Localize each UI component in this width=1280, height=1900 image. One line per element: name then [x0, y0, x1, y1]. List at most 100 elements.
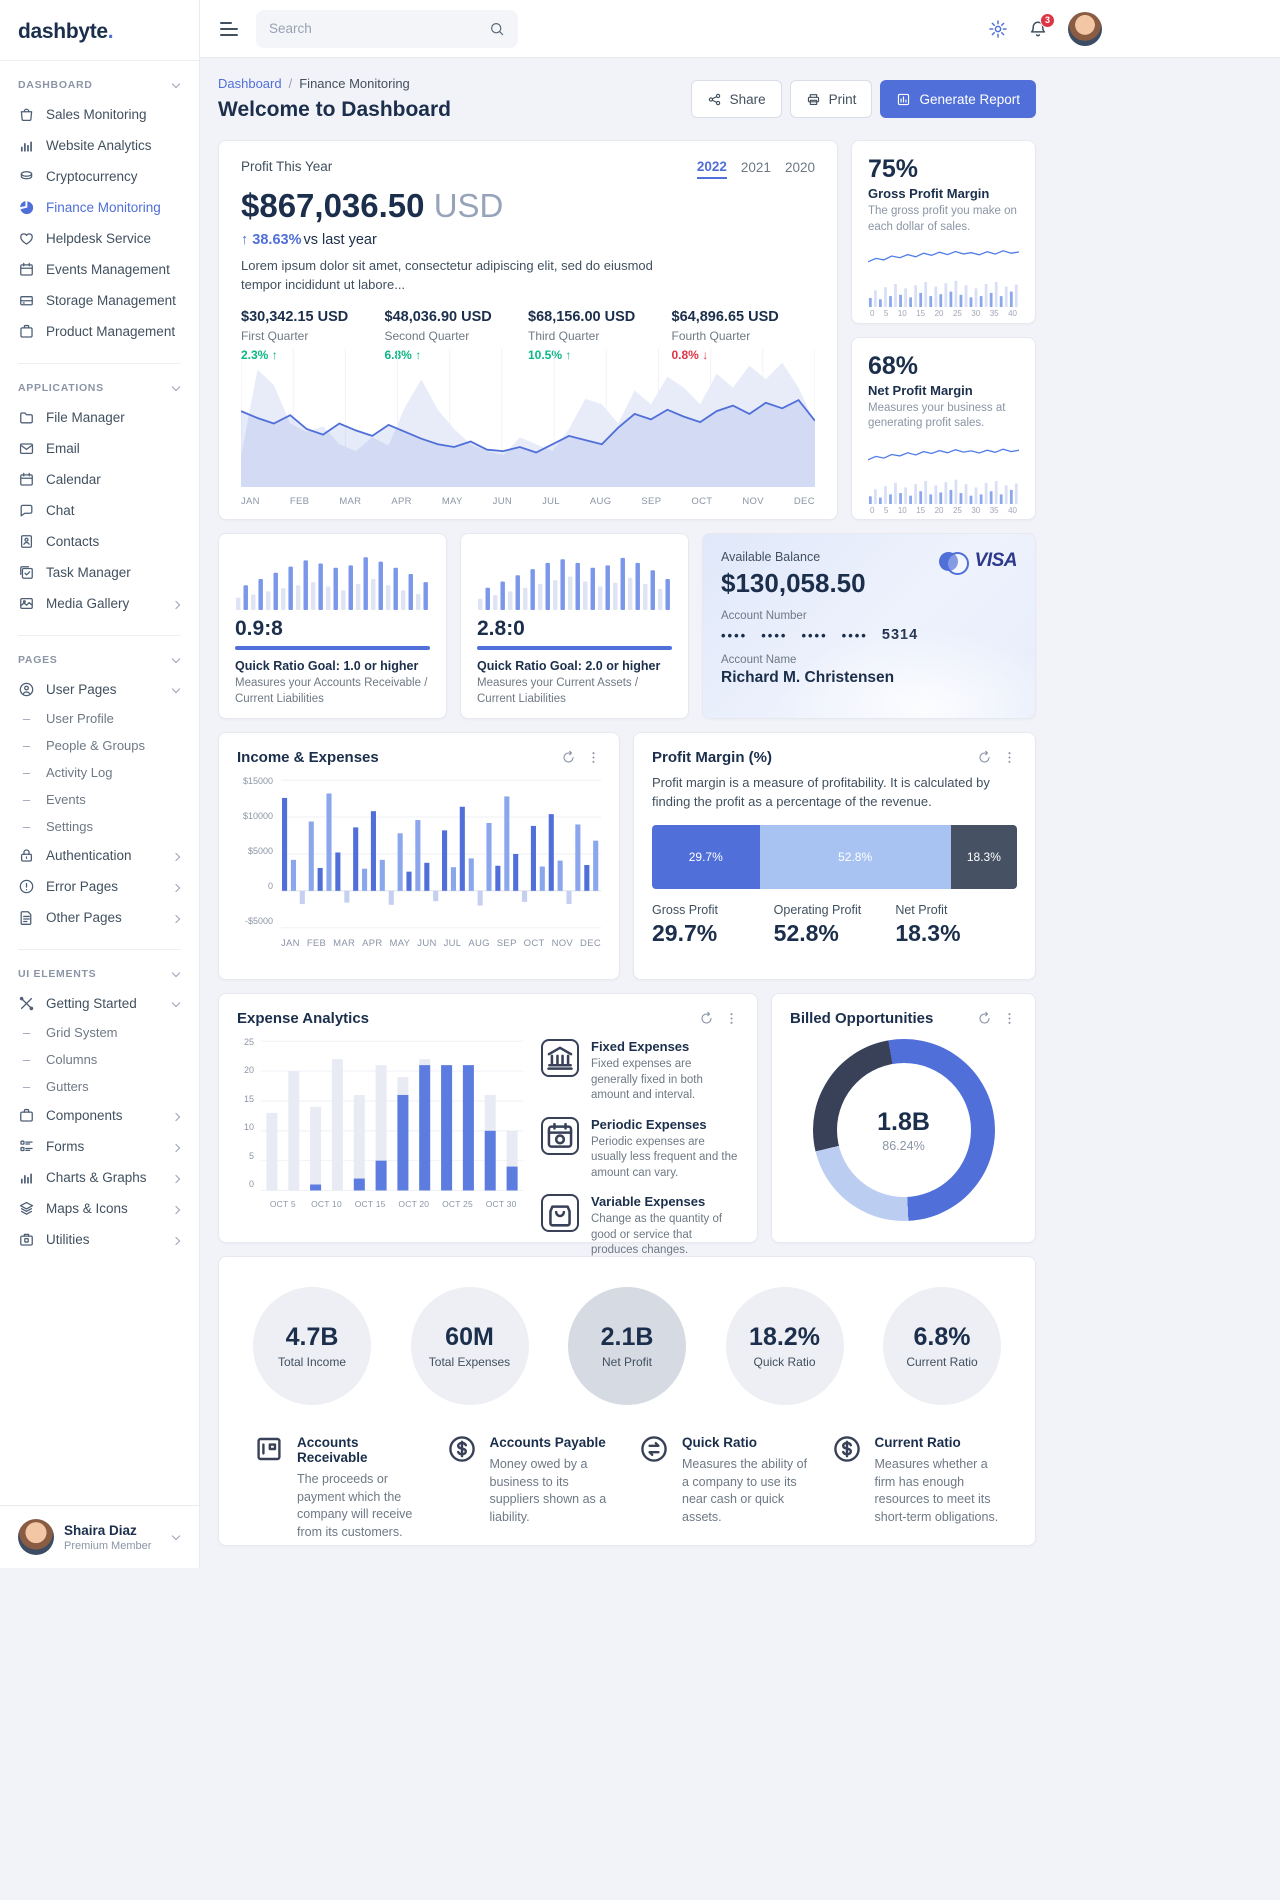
breadcrumb-link[interactable]: Dashboard: [218, 76, 282, 91]
sidebar-item[interactable]: Product Management: [18, 316, 181, 347]
chevron-icon: [171, 822, 181, 832]
print-button[interactable]: Print: [789, 80, 873, 118]
billed-opportunities-donut: 1.8B 86.24%: [812, 1039, 995, 1221]
sidebar-item-icon: [18, 199, 35, 216]
kebab-menu-icon[interactable]: [1002, 1011, 1017, 1026]
sidebar-item-icon: [18, 230, 35, 247]
sidebar-item-label: Columns: [46, 1052, 98, 1067]
search-input[interactable]: [269, 21, 481, 36]
sidebar-item[interactable]: Website Analytics: [18, 130, 181, 161]
sidebar-item[interactable]: Other Pages: [18, 902, 181, 933]
sidebar-item[interactable]: Events: [18, 786, 181, 813]
app-logo[interactable]: dashbyte.: [0, 18, 199, 61]
chevron-down-icon: [171, 383, 181, 393]
topbar-avatar[interactable]: [1068, 11, 1102, 46]
summary-stat-circle: 4.7B Total Income: [253, 1287, 371, 1405]
x-axis-labels: OCT 5 OCT 10 OCT 15 OCT 20 OCT 25 OCT 30: [269, 1199, 517, 1209]
chevron-icon: [171, 1055, 181, 1065]
sidebar-item[interactable]: Maps & Icons: [18, 1193, 181, 1224]
sidebar-item[interactable]: Forms: [18, 1131, 181, 1162]
sidebar-item[interactable]: Calendar: [18, 464, 181, 495]
metric-icon: [831, 1433, 863, 1465]
chevron-icon: [171, 1082, 181, 1092]
menu-toggle-icon[interactable]: [220, 21, 238, 36]
kebab-menu-icon[interactable]: [724, 1011, 739, 1026]
sidebar-item-label: Authentication: [46, 848, 132, 863]
refresh-icon[interactable]: [977, 1011, 992, 1026]
sidebar-item-icon: [18, 409, 35, 426]
refresh-icon[interactable]: [977, 750, 992, 765]
year-tab[interactable]: 2022: [696, 159, 727, 179]
quick-ratio-chart: [235, 548, 430, 610]
sidebar-item[interactable]: Cryptocurrency: [18, 161, 181, 192]
gross-margin-title: Gross Profit Margin: [868, 186, 990, 201]
chevron-down-icon: [171, 969, 181, 979]
sidebar-section-header[interactable]: UI ELEMENTS: [18, 968, 181, 980]
sidebar-item[interactable]: Charts & Graphs: [18, 1162, 181, 1193]
chevron-icon: [171, 913, 181, 923]
chevron-icon: [171, 882, 181, 892]
sidebar-item[interactable]: Chat: [18, 495, 181, 526]
sidebar-item[interactable]: User Profile: [18, 705, 181, 732]
sidebar-item-icon: [18, 1107, 35, 1124]
sidebar-item[interactable]: User Pages: [18, 674, 181, 705]
sidebar-item[interactable]: Email: [18, 433, 181, 464]
metric-icon: [253, 1433, 285, 1465]
sidebar-item[interactable]: Getting Started: [18, 988, 181, 1019]
gross-margin-value: 75%: [868, 155, 919, 183]
sidebar-item[interactable]: Media Gallery: [18, 588, 181, 619]
chevron-icon: [171, 685, 181, 695]
sidebar-item[interactable]: Contacts: [18, 526, 181, 557]
sidebar-item[interactable]: Events Management: [18, 254, 181, 285]
refresh-icon[interactable]: [699, 1011, 714, 1026]
chevron-down-icon[interactable]: [171, 1532, 181, 1542]
chevron-icon: [187, 296, 197, 306]
sidebar-item[interactable]: Components: [18, 1100, 181, 1131]
sidebar-section-header[interactable]: APPLICATIONS: [18, 382, 181, 394]
sidebar-item[interactable]: Utilities: [18, 1224, 181, 1255]
share-button[interactable]: Share: [690, 80, 782, 118]
search-box[interactable]: [256, 9, 518, 48]
sidebar-item[interactable]: Grid System: [18, 1019, 181, 1046]
year-tab[interactable]: 2020: [785, 159, 815, 179]
kebab-menu-icon[interactable]: [586, 750, 601, 765]
chevron-icon: [171, 234, 181, 244]
sidebar-item-icon: [18, 137, 35, 154]
sidebar-item[interactable]: Authentication: [18, 840, 181, 871]
refresh-icon[interactable]: [561, 750, 576, 765]
sidebar-item[interactable]: Gutters: [18, 1073, 181, 1100]
kebab-menu-icon[interactable]: [1002, 750, 1017, 765]
generate-report-button[interactable]: Generate Report: [880, 80, 1036, 118]
quick-ratio-goal: Quick Ratio Goal: 2.0 or higher: [477, 659, 661, 673]
sidebar-item-icon: [18, 440, 35, 457]
margin-stat: Net Profit 18.3%: [895, 902, 961, 946]
gross-margin-chart: [868, 241, 1019, 308]
account-name-label: Account Name: [721, 654, 797, 666]
sidebar-item[interactable]: Activity Log: [18, 759, 181, 786]
sidebar-section-header[interactable]: DASHBOARD: [18, 79, 181, 91]
notifications-icon[interactable]: 3: [1028, 12, 1055, 39]
sidebar-item[interactable]: Helpdesk Service: [18, 223, 181, 254]
sidebar-item-icon: [18, 292, 35, 309]
user-name: Shaira Diaz: [64, 1522, 137, 1538]
sidebar-item[interactable]: Sales Monitoring: [18, 99, 181, 130]
sidebar-item[interactable]: Task Manager: [18, 557, 181, 588]
search-icon[interactable]: [489, 21, 505, 37]
sidebar-item[interactable]: Finance Monitoring: [18, 192, 181, 223]
settings-icon[interactable]: [988, 19, 1008, 39]
chevron-icon: [171, 413, 181, 423]
year-tab[interactable]: 2021: [741, 159, 771, 179]
sidebar-section-header[interactable]: PAGES: [18, 654, 181, 666]
sidebar-item-icon: [18, 323, 35, 340]
sidebar-item[interactable]: Settings: [18, 813, 181, 840]
sidebar-item[interactable]: People & Groups: [18, 732, 181, 759]
user-avatar[interactable]: [18, 1519, 54, 1555]
profit-trend-chart: [241, 349, 815, 487]
sidebar-item[interactable]: Columns: [18, 1046, 181, 1073]
profit-description: Lorem ipsum dolor sit amet, consectetur …: [241, 258, 653, 292]
sidebar-item-label: Website Analytics: [46, 138, 152, 153]
sidebar-user[interactable]: Shaira Diaz Premium Member: [0, 1505, 199, 1568]
sidebar-item[interactable]: Error Pages: [18, 871, 181, 902]
sidebar-item[interactable]: File Manager: [18, 402, 181, 433]
sidebar-item[interactable]: Storage Management: [18, 285, 181, 316]
